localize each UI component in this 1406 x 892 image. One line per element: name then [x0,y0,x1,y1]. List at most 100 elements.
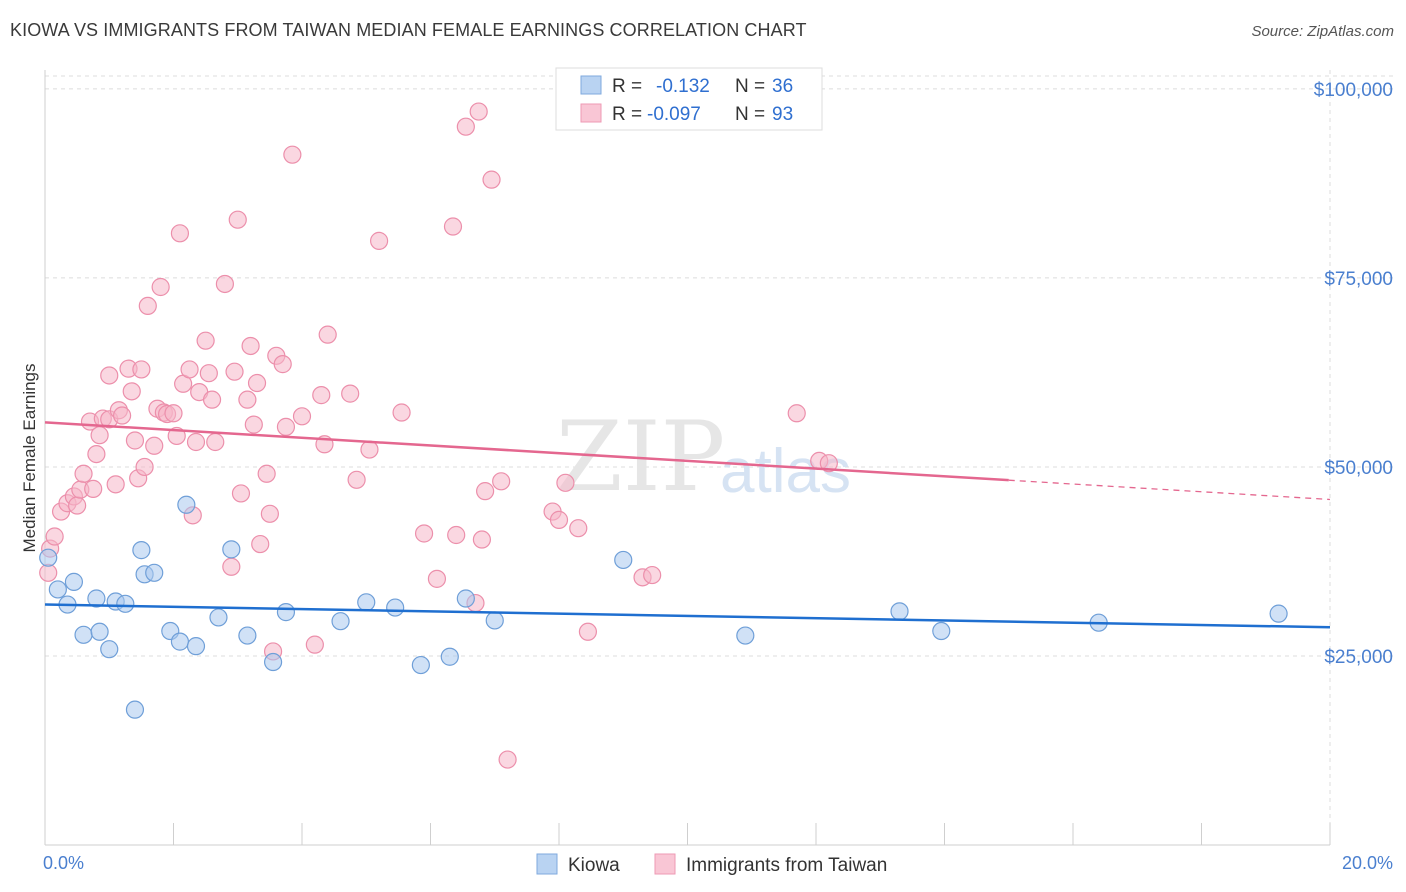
point-taiwan-49 [241,336,260,356]
axes [44,70,1331,846]
legend-n-label-kiowa: N = [735,76,765,97]
legend-n-label-taiwan: N = [735,104,765,125]
point-kiowa-4 [74,625,93,644]
point-kiowa-24 [357,593,376,612]
point-taiwan-41 [202,390,222,409]
point-taiwan-73 [447,525,466,545]
point-taiwan-11 [87,444,106,464]
point-kiowa-7 [100,640,119,659]
point-taiwan-51 [247,373,267,393]
point-kiowa-17 [186,637,206,656]
y-axis-title: Median Female Earnings [20,364,39,553]
point-taiwan-70 [414,524,434,543]
point-taiwan-85 [569,519,588,538]
point-taiwan-59 [283,145,302,164]
point-kiowa-22 [276,603,296,622]
point-kiowa-16 [177,495,196,514]
point-kiowa-35 [1269,604,1288,623]
point-taiwan-52 [251,534,270,554]
point-taiwan-91 [819,454,838,473]
point-taiwan-57 [273,355,292,374]
point-taiwan-37 [186,432,206,452]
point-taiwan-69 [392,403,411,422]
point-taiwan-42 [206,432,225,452]
series-legend: Kiowa Immigrants from Taiwan [536,853,887,876]
point-taiwan-8 [74,464,93,483]
point-taiwan-26 [145,436,164,455]
point-taiwan-80 [492,472,511,491]
point-taiwan-15 [100,366,119,385]
point-kiowa-6 [90,622,109,641]
legend-r-value-kiowa: -0.132 [656,76,710,97]
point-taiwan-64 [318,325,337,344]
correlation-legend: R = -0.132 N = 36 R = -0.097 N = 93 [555,67,823,131]
point-kiowa-5 [87,589,106,608]
point-taiwan-48 [238,390,257,409]
point-kiowa-11 [132,541,151,560]
point-taiwan-25 [138,296,157,316]
point-taiwan-78 [476,482,495,501]
point-taiwan-31 [164,404,183,423]
point-kiowa-13 [145,563,164,582]
point-taiwan-12 [90,426,109,445]
legend-swatch-kiowa [580,75,602,95]
bottom-legend-label-taiwan: Immigrants from Taiwan [686,855,887,876]
bottom-legend-swatch-taiwan [654,853,676,875]
point-taiwan-44 [222,557,241,576]
point-taiwan-45 [225,362,244,381]
legend-swatch-taiwan [580,103,602,123]
point-taiwan-43 [215,274,234,294]
point-taiwan-39 [196,331,215,350]
point-taiwan-88 [643,565,662,585]
legend-n-value-taiwan: 93 [772,104,793,125]
point-taiwan-71 [427,569,447,588]
point-taiwan-68 [370,231,389,250]
legend-r-label-kiowa: R = [612,76,642,97]
point-taiwan-0 [39,563,58,582]
point-taiwan-89 [787,404,806,423]
point-taiwan-10 [84,479,103,498]
point-taiwan-76 [469,102,488,121]
point-kiowa-31 [736,626,755,645]
point-taiwan-72 [443,217,463,236]
point-kiowa-23 [331,612,350,631]
point-kiowa-1 [48,580,67,599]
point-taiwan-86 [578,622,598,641]
legend-n-value-kiowa: 36 [772,76,793,97]
point-kiowa-25 [386,598,405,617]
y-tick-label-3: $100,000 [1314,80,1393,101]
x-tick-label-0: 0.0% [43,853,84,873]
point-taiwan-18 [112,406,132,425]
point-taiwan-65 [341,384,360,403]
point-kiowa-30 [614,550,633,570]
x-tick-labels: 0.0% 20.0% [43,853,1393,873]
point-taiwan-60 [292,407,312,426]
point-kiowa-21 [263,652,283,672]
point-taiwan-6 [68,496,87,515]
point-kiowa-9 [116,594,135,613]
point-kiowa-19 [222,540,241,559]
point-kiowa-29 [485,611,504,630]
point-taiwan-58 [276,417,296,436]
point-kiowa-27 [440,647,459,666]
point-taiwan-40 [199,364,218,383]
point-taiwan-16 [106,475,125,494]
point-taiwan-35 [180,360,199,379]
point-taiwan-77 [472,530,491,549]
point-kiowa-3 [64,572,84,591]
point-taiwan-46 [228,210,247,229]
point-taiwan-24 [135,457,154,477]
point-taiwan-33 [170,224,190,243]
source-credit: Source: ZipAtlas.com [1251,23,1394,40]
point-kiowa-28 [456,589,475,608]
point-taiwan-66 [347,470,366,489]
point-taiwan-74 [456,117,475,136]
point-taiwan-47 [231,484,251,503]
point-taiwan-81 [498,750,517,769]
point-taiwan-20 [122,382,141,401]
y-tick-label-2: $75,000 [1324,269,1393,290]
point-taiwan-83 [549,510,569,529]
x-tick-label-1: 20.0% [1342,853,1393,873]
point-kiowa-10 [125,700,145,719]
